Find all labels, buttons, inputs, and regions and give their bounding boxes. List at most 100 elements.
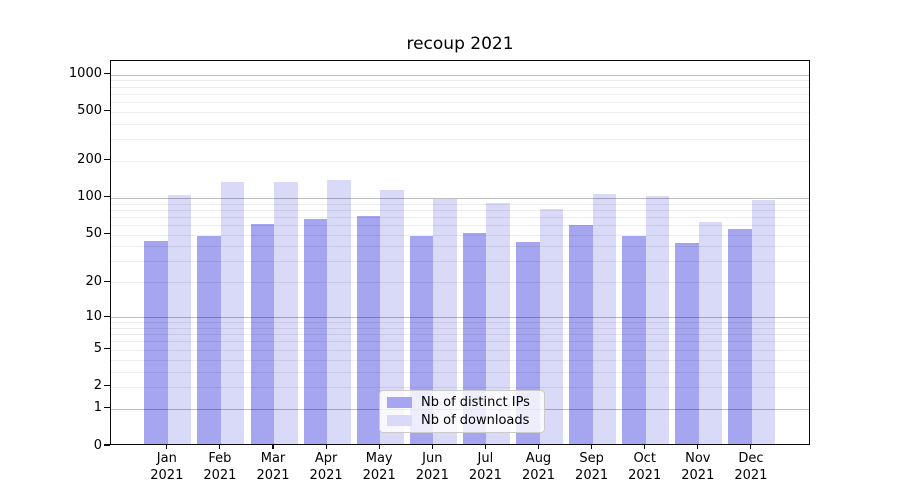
minor-gridline [111,282,809,284]
minor-gridline [111,246,809,248]
bar-distinct-ips-dec [728,228,752,444]
bar-downloads-dec [751,200,776,444]
x-tick-mark [750,445,752,449]
minor-gridline [111,123,809,125]
bar-downloads-may [380,190,404,444]
minor-gridline [111,160,809,162]
minor-gridline [111,386,809,388]
bar-downloads-oct [645,195,670,444]
bar-downloads-jan [167,194,192,444]
x-tick-label-jun: Jun 2021 [415,451,449,483]
legend-label: Nb of downloads [421,412,530,428]
x-tick-label-dec: Dec 2021 [734,451,768,483]
y-tick-label: 2 [93,378,102,394]
bar-downloads-nov [698,222,723,444]
x-tick-mark [325,445,327,449]
y-tick-mark [104,72,110,75]
bar-distinct-ips-sep [569,224,593,444]
minor-gridline [111,86,809,88]
bar-downloads-aug [539,209,563,444]
x-tick-label-mar: Mar 2021 [256,451,290,483]
y-tick-mark [104,110,110,112]
y-tick-mark [104,280,110,282]
x-tick-mark [378,445,380,449]
minor-gridline [111,209,809,211]
y-tick-mark [104,407,110,409]
y-tick-label: 0 [93,437,102,453]
minor-gridline [111,371,809,373]
minor-gridline [111,225,809,226]
x-tick-mark [484,445,486,449]
minor-gridline [111,203,809,205]
chart-title: recoup 2021 [406,34,514,54]
y-tick-label: 100 [77,189,102,205]
legend-row: Nb of downloads [387,412,544,428]
minor-gridline [111,80,809,82]
bar-downloads-sep [592,194,617,444]
x-tick-mark [537,445,540,449]
minor-gridline [111,261,809,263]
minor-gridline [111,341,809,343]
minor-gridline [111,327,809,329]
y-tick-mark [104,315,110,317]
y-tick-mark [104,385,110,387]
minor-gridline [111,349,809,351]
bar-downloads-feb [220,181,245,444]
bar-distinct-ips-may [356,216,381,444]
y-tick-label: 1 [93,400,102,416]
major-gridline [111,197,809,200]
y-tick-mark [104,159,110,161]
bar-distinct-ips-jan [144,240,168,444]
x-tick-label-jan: Jan 2021 [150,451,184,483]
bar-distinct-ips-apr [303,218,328,444]
y-tick-label: 200 [77,152,102,168]
bar-downloads-jun [433,199,457,444]
plot-area [110,60,810,445]
minor-gridline [111,139,809,141]
x-tick-label-nov: Nov 2021 [681,451,715,483]
bar-distinct-ips-feb [197,235,221,444]
minor-gridline [111,93,809,95]
minor-gridline [111,102,809,103]
minor-gridline [111,111,809,113]
legend-label: Nb of distinct IPs [421,394,530,410]
x-tick-label-feb: Feb 2021 [203,451,237,483]
y-tick-label: 1000 [68,66,102,81]
legend: Nb of distinct IPs Nb of downloads [379,390,545,433]
x-tick-label-aug: Aug 2021 [521,451,556,483]
y-tick-label: 20 [85,273,102,289]
x-tick-mark [591,445,593,449]
x-tick-label-sep: Sep 2021 [575,451,609,483]
x-tick-mark [166,445,168,449]
bar-distinct-ips-mar [250,223,274,444]
x-tick-label-jul: Jul 2021 [468,451,502,483]
legend-swatch-distinct-ips [387,397,412,408]
x-tick-mark [219,445,221,449]
bar-downloads-apr [327,180,351,444]
minor-gridline [111,359,809,361]
legend-row: Nb of distinct IPs [387,394,544,410]
x-tick-label-oct: Oct 2021 [628,451,662,483]
y-tick-label: 50 [85,226,102,242]
bar-downloads-jul [486,203,510,444]
y-tick-label: 5 [93,341,102,357]
y-tick-mark [104,233,110,235]
bar-distinct-ips-oct [622,235,646,444]
minor-gridline [111,322,809,324]
major-gridline [111,317,809,319]
major-gridline [111,74,809,76]
x-tick-label-apr: Apr 2021 [309,451,343,483]
minor-gridline [111,234,809,236]
y-tick-mark [104,196,110,198]
grid-layer [111,61,809,444]
x-tick-mark [644,445,646,449]
x-tick-mark [272,445,274,449]
legend-swatch-downloads [387,415,412,426]
y-tick-mark [104,444,110,446]
y-tick-label: 10 [85,308,102,324]
x-tick-label-may: May 2021 [362,451,396,483]
minor-gridline [111,334,809,336]
bar-distinct-ips-nov [675,243,699,444]
x-tick-mark [431,445,433,449]
